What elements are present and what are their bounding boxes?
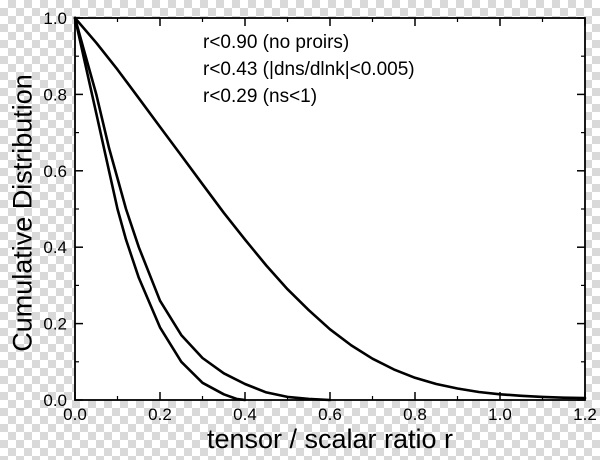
x-tick-label: 0.0 [63, 405, 87, 424]
series-line-1 [73, 16, 587, 400]
annotation-line-1: r<0.90 (no proirs) [203, 32, 349, 53]
annotation-line-2: r<0.43 (|dns/dlnk|<0.005) [203, 59, 415, 80]
y-tick-label: 0.2 [43, 315, 67, 334]
plot-frame [74, 17, 586, 401]
tick-labels: 0.0 0.2 0.4 0.6 0.8 1.0 1.2 0.0 0.2 0.4 0.6 0.8 1.0 [43, 9, 596, 424]
y-tick-label: 0.4 [43, 238, 67, 257]
annotation-line-3: r<0.29 (ns<1) [203, 86, 317, 107]
x-tick-label: 0.4 [233, 405, 257, 424]
series-lines [73, 16, 587, 402]
legend-annotations: r<0.90 (no proirs) r<0.43 (|dns/dlnk|<0.0… [203, 32, 415, 107]
x-tick-label: 1.0 [488, 405, 512, 424]
plot-area [75, 18, 585, 400]
x-axis-title: tensor / scalar ratio r [207, 424, 453, 454]
series-line-2 [73, 16, 332, 402]
y-tick-label: 0.6 [43, 162, 67, 181]
x-tick-label: 1.2 [573, 405, 597, 424]
y-axis-title: Cumulative Distribution [7, 74, 37, 352]
y-tick-label: 1.0 [43, 9, 67, 28]
y-tick-label: 0.0 [43, 391, 67, 410]
series-line-3 [73, 16, 247, 402]
y-tick-label: 0.8 [43, 85, 67, 104]
x-tick-label: 0.8 [403, 405, 427, 424]
x-tick-label: 0.2 [148, 405, 172, 424]
x-tick-label: 0.6 [318, 405, 342, 424]
